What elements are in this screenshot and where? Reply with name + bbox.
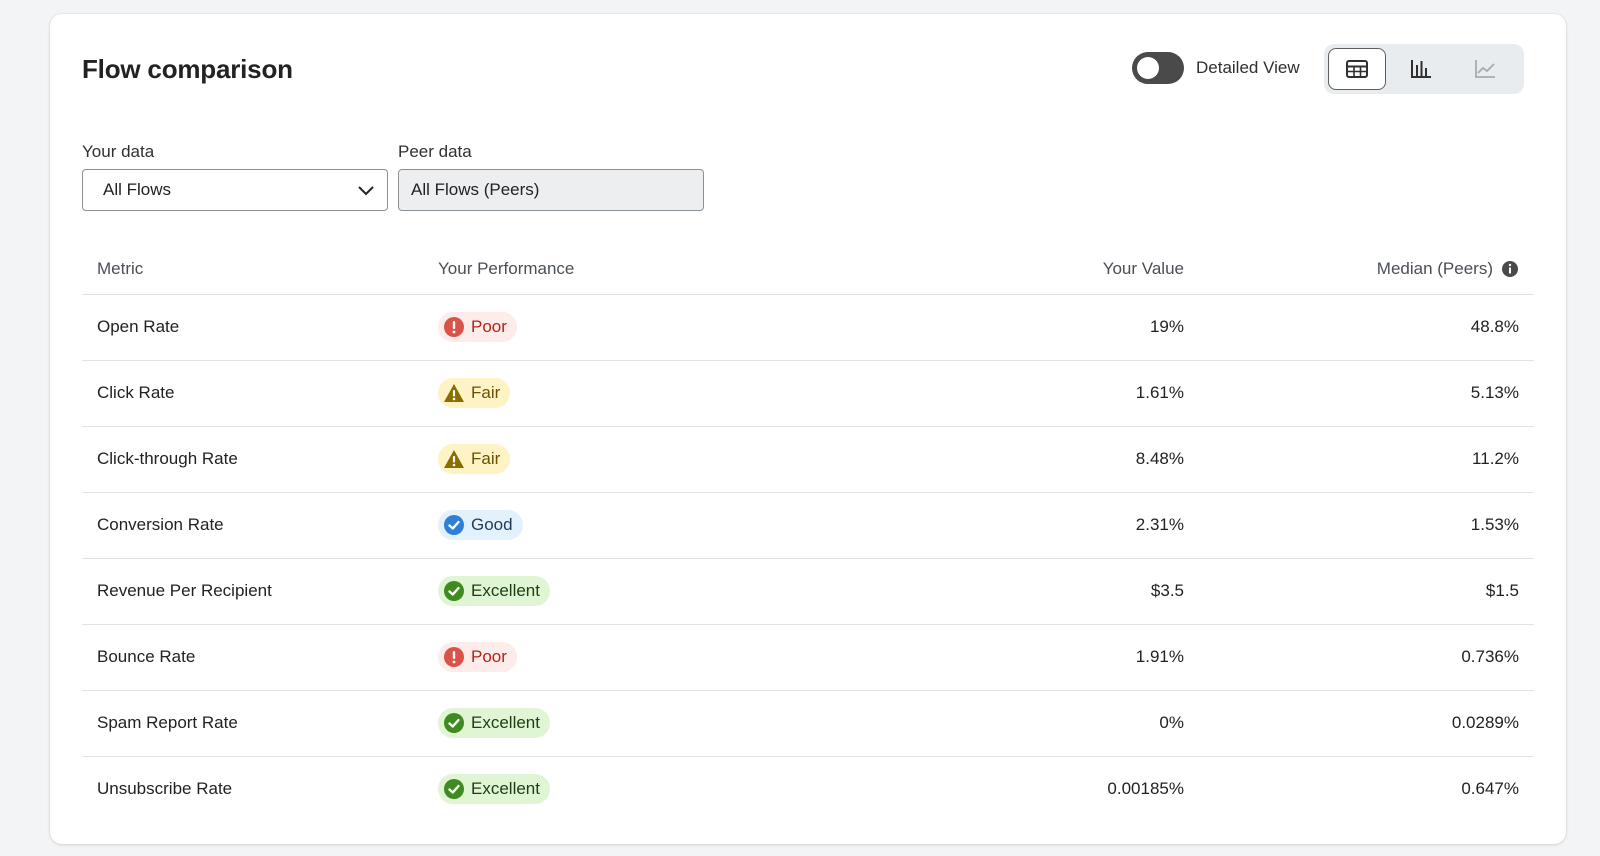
- metric-name: Click Rate: [82, 360, 438, 427]
- bar-chart-icon: [1411, 60, 1431, 78]
- peer-data-value: All Flows (Peers): [411, 180, 540, 199]
- column-header-your-value: Your Value: [838, 244, 1184, 295]
- status-badge-label: Fair: [471, 448, 501, 468]
- metrics-table: Metric Your Performance Your Value Media…: [82, 244, 1534, 822]
- table-icon: [1346, 60, 1368, 78]
- performance-cell: Excellent: [438, 690, 838, 757]
- table-row: Click-through Rate Fair 8.48% 11.2%: [82, 426, 1534, 493]
- check-circle-icon: [444, 514, 464, 535]
- median-value: 5.13%: [1184, 360, 1534, 427]
- status-badge: Poor: [438, 641, 517, 672]
- metric-name: Click-through Rate: [82, 426, 438, 493]
- your-data-value: All Flows: [103, 180, 172, 199]
- column-header-median: Median (Peers): [1184, 244, 1534, 295]
- info-icon[interactable]: [1501, 260, 1519, 278]
- table-header-row: Metric Your Performance Your Value Media…: [82, 244, 1534, 295]
- performance-cell: Good: [438, 492, 838, 559]
- status-badge-label: Poor: [471, 316, 507, 336]
- table-body: Open Rate Poor 19% 48.8% Click Rate Fair 1.61%…: [82, 294, 1534, 822]
- status-badge: Good: [438, 509, 523, 540]
- flow-comparison-card: Flow comparison Detailed View: [50, 14, 1566, 844]
- median-value: $1.5: [1184, 558, 1534, 625]
- table-row: Conversion Rate Good 2.31% 1.53%: [82, 492, 1534, 559]
- performance-cell: Excellent: [438, 558, 838, 625]
- median-value: 11.2%: [1184, 426, 1534, 493]
- status-badge: Poor: [438, 311, 517, 342]
- column-header-performance: Your Performance: [438, 244, 838, 295]
- table-row: Open Rate Poor 19% 48.8%: [82, 294, 1534, 361]
- your-data-label: Your data: [82, 142, 155, 161]
- performance-cell: Poor: [438, 294, 838, 361]
- metric-name: Unsubscribe Rate: [97, 779, 233, 799]
- metric-name: Conversion Rate: [82, 492, 438, 559]
- status-badge-label: Excellent: [471, 712, 540, 732]
- your-value: 0%: [838, 690, 1184, 757]
- performance-cell: Poor: [438, 624, 838, 691]
- view-switcher: [1324, 44, 1524, 94]
- peer-data-label: Peer data: [398, 142, 472, 161]
- line-chart-view-button[interactable]: [1456, 48, 1514, 90]
- metric-name: Open Rate: [82, 294, 438, 361]
- your-value: 8.48%: [838, 426, 1184, 493]
- your-value: 2.31%: [838, 492, 1184, 559]
- performance-cell: Fair: [438, 360, 838, 427]
- chevron-down-icon: [358, 186, 374, 196]
- your-value: 1.61%: [838, 360, 1184, 427]
- table-row: Unsubscribe Rate Excellent 0.00185% 0.647%: [82, 756, 1534, 822]
- median-value: 0.0289%: [1184, 690, 1534, 757]
- check-circle-icon: [444, 712, 464, 733]
- metric-name: Revenue Per Recipient: [82, 558, 438, 625]
- check-circle-icon: [444, 778, 464, 799]
- status-badge: Fair: [438, 377, 511, 408]
- table-row: Revenue Per Recipient Excellent $3.5 $1.5: [82, 558, 1534, 625]
- median-value: 48.8%: [1184, 294, 1534, 361]
- warning-triangle-icon: [444, 383, 464, 402]
- alert-circle-icon: [444, 646, 464, 667]
- line-chart-icon: [1475, 60, 1495, 78]
- your-value: 0.00185%: [1107, 779, 1184, 799]
- status-badge: Excellent: [438, 773, 550, 804]
- your-data-select[interactable]: All Flows: [82, 169, 388, 211]
- performance-cell: Fair: [438, 426, 838, 493]
- switch-knob: [1137, 57, 1159, 79]
- your-value: 19%: [838, 294, 1184, 361]
- median-value: 0.647%: [1461, 779, 1519, 799]
- your-value: 1.91%: [838, 624, 1184, 691]
- table-row: Bounce Rate Poor 1.91% 0.736%: [82, 624, 1534, 691]
- metric-name: Spam Report Rate: [82, 690, 438, 757]
- status-badge-label: Excellent: [471, 778, 540, 798]
- alert-circle-icon: [444, 316, 464, 337]
- status-badge: Excellent: [438, 707, 550, 738]
- status-badge-label: Good: [471, 514, 513, 534]
- warning-triangle-icon: [444, 449, 464, 468]
- median-header-label: Median (Peers): [1376, 258, 1493, 278]
- column-header-metric: Metric: [82, 244, 438, 295]
- status-badge-label: Fair: [471, 382, 501, 402]
- table-row: Click Rate Fair 1.61% 5.13%: [82, 360, 1534, 427]
- table-row: Spam Report Rate Excellent 0% 0.0289%: [82, 690, 1534, 757]
- detailed-view-label: Detailed View: [1196, 58, 1300, 77]
- your-value: $3.5: [838, 558, 1184, 625]
- detailed-view-toggle[interactable]: Detailed View: [1132, 52, 1300, 84]
- status-badge: Excellent: [438, 575, 550, 606]
- status-badge-label: Poor: [471, 646, 507, 666]
- page-title: Flow comparison: [82, 54, 293, 84]
- median-value: 1.53%: [1184, 492, 1534, 559]
- median-value: 0.736%: [1184, 624, 1534, 691]
- peer-data-field: All Flows (Peers): [398, 169, 704, 211]
- status-badge: Fair: [438, 443, 511, 474]
- detailed-view-switch[interactable]: [1132, 52, 1184, 84]
- table-view-button[interactable]: [1328, 48, 1386, 90]
- status-badge-label: Excellent: [471, 580, 540, 600]
- bar-chart-view-button[interactable]: [1392, 48, 1450, 90]
- check-circle-icon: [444, 580, 464, 601]
- metric-name: Bounce Rate: [82, 624, 438, 691]
- performance-cell: Excellent: [438, 756, 838, 822]
